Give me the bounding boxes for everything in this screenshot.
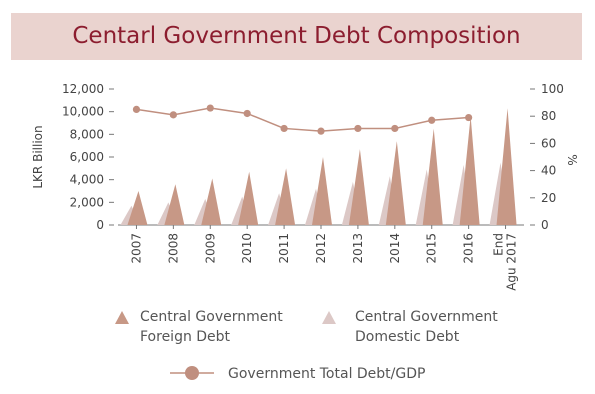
debt-gdp-point (391, 124, 399, 133)
x-tick-label: Agu 2017 (505, 233, 519, 291)
x-tick-label: 2015 (425, 233, 439, 264)
right-tick-label: 100 (541, 82, 564, 96)
x-tick-label: 2010 (240, 233, 254, 264)
x-tick-label: 2016 (462, 233, 476, 264)
right-tick-label: 80 (541, 109, 556, 123)
foreign-debt-spike (422, 128, 443, 225)
legend-domestic-label: Central Government (355, 309, 498, 325)
chart-title: Centarl Government Debt Composition (72, 23, 521, 49)
foreign-debt-spike (238, 171, 259, 225)
foreign-debt-spike (496, 108, 517, 225)
foreign-debt-spike (348, 149, 369, 225)
legend-foreign-label: Central Government (140, 309, 283, 325)
debt-gdp-point (132, 105, 141, 113)
foreign-debt-spike (312, 157, 332, 225)
legend-foreign-label: Foreign Debt (140, 329, 231, 345)
title-band (11, 13, 582, 60)
right-tick-label: 0 (541, 218, 549, 232)
debt-gdp-point (428, 116, 436, 124)
debt-gdp-point (465, 113, 473, 122)
x-tick-label: 2013 (351, 233, 365, 264)
left-tick-label: 10,000 (62, 105, 104, 119)
legend-domestic-label: Domestic Debt (355, 329, 460, 345)
x-tick-label: 2008 (166, 233, 180, 264)
right-axis-label: % (565, 154, 579, 165)
foreign-debt-spike (127, 191, 148, 225)
left-tick-label: 0 (96, 218, 104, 232)
debt-gdp-point (317, 127, 325, 135)
debt-gdp-point (280, 124, 288, 133)
debt-gdp-line (136, 107, 469, 132)
debt-gdp-point (169, 111, 177, 119)
foreign-debt-spike (459, 116, 480, 225)
foreign-debt-spike (201, 178, 222, 225)
x-tick-label: End (492, 233, 506, 256)
left-tick-label: 4,000 (70, 173, 104, 187)
right-tick-label: 40 (541, 164, 556, 178)
foreign-debt-spike (275, 168, 296, 225)
foreign-debt-spike (164, 184, 185, 225)
right-tick-label: 20 (541, 191, 556, 205)
debt-gdp-point (243, 109, 251, 118)
left-tick-label: 2,000 (70, 195, 104, 209)
x-tick-label: 2007 (129, 233, 143, 264)
x-tick-label: 2014 (388, 233, 402, 264)
debt-gdp-point (354, 124, 362, 133)
x-tick-label: 2009 (203, 233, 217, 264)
left-axis-label: LKR Billion (31, 125, 45, 188)
x-tick-label: 2011 (277, 233, 291, 264)
right-tick-label: 60 (541, 136, 556, 150)
x-tick-label: 2012 (314, 233, 328, 264)
legend-foreign-swatch (115, 311, 129, 324)
foreign-debt-spike (385, 141, 406, 225)
debt-gdp-point (206, 104, 214, 112)
legend-domestic-swatch (322, 311, 336, 324)
legend-ratio-marker (185, 366, 199, 380)
left-tick-label: 8,000 (70, 127, 104, 141)
left-tick-label: 12,000 (62, 82, 104, 96)
legend-ratio-label: Government Total Debt/GDP (228, 366, 425, 382)
left-tick-label: 6,000 (70, 150, 104, 164)
